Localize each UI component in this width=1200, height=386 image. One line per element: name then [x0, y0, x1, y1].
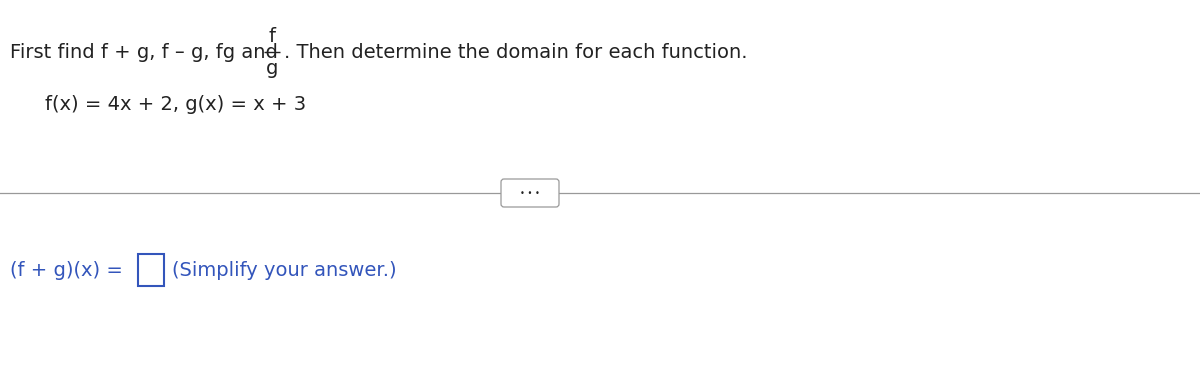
Text: g: g: [266, 59, 278, 78]
Text: f: f: [269, 27, 276, 46]
Text: First find f + g, f – g, fg and: First find f + g, f – g, fg and: [10, 42, 278, 61]
Text: (f + g)(x) =: (f + g)(x) =: [10, 261, 122, 279]
Bar: [138, 254, 164, 286]
FancyBboxPatch shape: [502, 179, 559, 207]
Text: (Simplify your answer.): (Simplify your answer.): [172, 261, 397, 279]
Text: • • •: • • •: [520, 188, 540, 198]
Text: f(x) = 4x + 2, g(x) = x + 3: f(x) = 4x + 2, g(x) = x + 3: [46, 95, 306, 115]
Text: . Then determine the domain for each function.: . Then determine the domain for each fun…: [284, 42, 748, 61]
